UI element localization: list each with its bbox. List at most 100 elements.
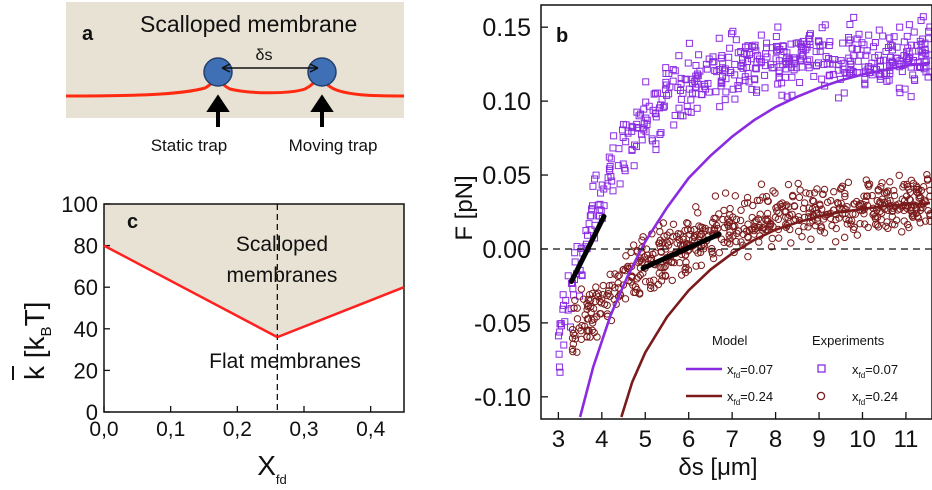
experiment-point-1: [590, 315, 598, 323]
experiment-point-1: [641, 277, 650, 286]
experiment-point-1: [629, 241, 638, 249]
experiment-point-1: [621, 295, 630, 303]
experiment-point-0: [693, 75, 701, 83]
legend-experiment-label-0: xfd=0.07: [852, 362, 898, 380]
experiment-point-1: [751, 218, 759, 226]
experiment-point-0: [598, 181, 606, 189]
experiment-point-0: [822, 53, 830, 61]
experiment-point-0: [619, 121, 627, 129]
experiment-point-0: [757, 59, 765, 67]
experiment-point-0: [736, 77, 744, 85]
experiment-point-0: [643, 116, 651, 124]
c-xtick-label: 0,0: [89, 418, 118, 441]
slope-lines: [568, 213, 722, 284]
experiment-point-0: [669, 77, 677, 85]
experiment-point-0: [823, 60, 831, 68]
experiment-point-0: [609, 187, 617, 195]
experiment-point-0: [745, 50, 753, 58]
experiment-point-0: [912, 53, 920, 61]
experiment-point-1: [850, 200, 858, 208]
experiment-point-0: [591, 175, 599, 183]
experiment-point-1: [865, 180, 874, 188]
moving-trap-arrow: [310, 94, 334, 127]
experiment-point-0: [882, 48, 890, 56]
experiment-point-1: [594, 293, 602, 301]
experiment-point-0: [840, 89, 848, 97]
experiment-point-1: [771, 189, 779, 197]
b-ytick-label: 0.00: [482, 236, 531, 264]
experiment-point-0: [768, 64, 776, 72]
panel-c-x-axis-label: Xfd: [257, 450, 287, 487]
experiment-point-0: [610, 132, 618, 140]
experiment-point-0: [642, 78, 650, 86]
b-xtick-label: 8: [769, 426, 782, 453]
experiment-point-1: [737, 206, 745, 214]
experiment-point-1: [906, 206, 915, 215]
panel-b-frame: [540, 4, 932, 420]
experiment-point-1: [794, 212, 803, 221]
experiment-point-1: [817, 222, 825, 231]
experiment-point-0: [821, 21, 829, 29]
experiment-point-1: [853, 231, 862, 239]
experiment-point-0: [663, 91, 671, 99]
experiment-point-1: [807, 235, 815, 243]
experiment-point-1: [903, 220, 912, 229]
experiment-point-1: [813, 185, 821, 193]
experiment-point-0: [926, 23, 932, 31]
experiment-point-1: [571, 335, 580, 343]
experiment-point-0: [712, 88, 720, 96]
experiment-point-1: [604, 287, 613, 295]
experiment-point-0: [650, 90, 658, 98]
experiment-point-0: [684, 107, 692, 115]
experiment-point-0: [571, 249, 579, 257]
experiment-point-0: [803, 43, 811, 51]
experiment-point-0: [716, 103, 724, 111]
experiment-point-1: [573, 304, 581, 312]
experiment-point-0: [741, 43, 749, 51]
experiment-point-1: [820, 185, 829, 194]
experiment-point-1: [750, 230, 758, 238]
experiment-point-1: [841, 192, 849, 201]
experiment-point-1: [778, 199, 786, 207]
experiment-point-0: [683, 102, 691, 110]
experiment-point-0: [772, 55, 780, 63]
c-ytick-label: 20: [74, 358, 98, 383]
experiment-point-1: [709, 254, 718, 263]
experiment-point-1: [782, 201, 791, 209]
experiment-point-1: [726, 228, 734, 236]
experiment-point-1: [860, 192, 868, 200]
experiment-point-1: [615, 271, 623, 279]
experiment-point-0: [752, 47, 760, 55]
experiment-point-0: [748, 85, 756, 93]
experiment-point-0: [767, 60, 775, 68]
experiment-point-1: [810, 189, 819, 197]
experiment-point-0: [677, 74, 685, 82]
experiment-point-1: [597, 295, 606, 303]
b-xtick-label: 11: [893, 426, 918, 453]
experiment-point-0: [648, 135, 656, 143]
experiment-point-1: [895, 171, 903, 179]
experiment-point-1: [647, 281, 655, 289]
experiment-point-1: [888, 212, 896, 221]
experiment-point-0: [919, 13, 927, 21]
experiment-point-0: [633, 108, 641, 116]
experiment-point-0: [747, 55, 755, 63]
experiment-point-1: [679, 235, 687, 244]
experiment-point-1: [916, 206, 925, 215]
experiment-point-1: [868, 191, 876, 200]
experiment-point-1: [878, 179, 886, 187]
experiment-point-0: [741, 50, 749, 58]
experiment-point-0: [739, 64, 747, 72]
experiment-point-1: [573, 348, 581, 356]
experiment-point-1: [726, 204, 734, 213]
experiment-point-0: [621, 167, 629, 175]
experiment-point-1: [669, 220, 678, 228]
experiment-point-1: [805, 190, 814, 198]
experiment-point-0: [895, 84, 903, 92]
experiment-point-1: [796, 186, 804, 194]
experiment-point-0: [616, 180, 624, 188]
experiment-point-1: [799, 204, 808, 213]
experiment-point-0: [888, 42, 896, 50]
experiment-point-0: [797, 40, 805, 48]
experiment-point-1: [886, 178, 894, 186]
